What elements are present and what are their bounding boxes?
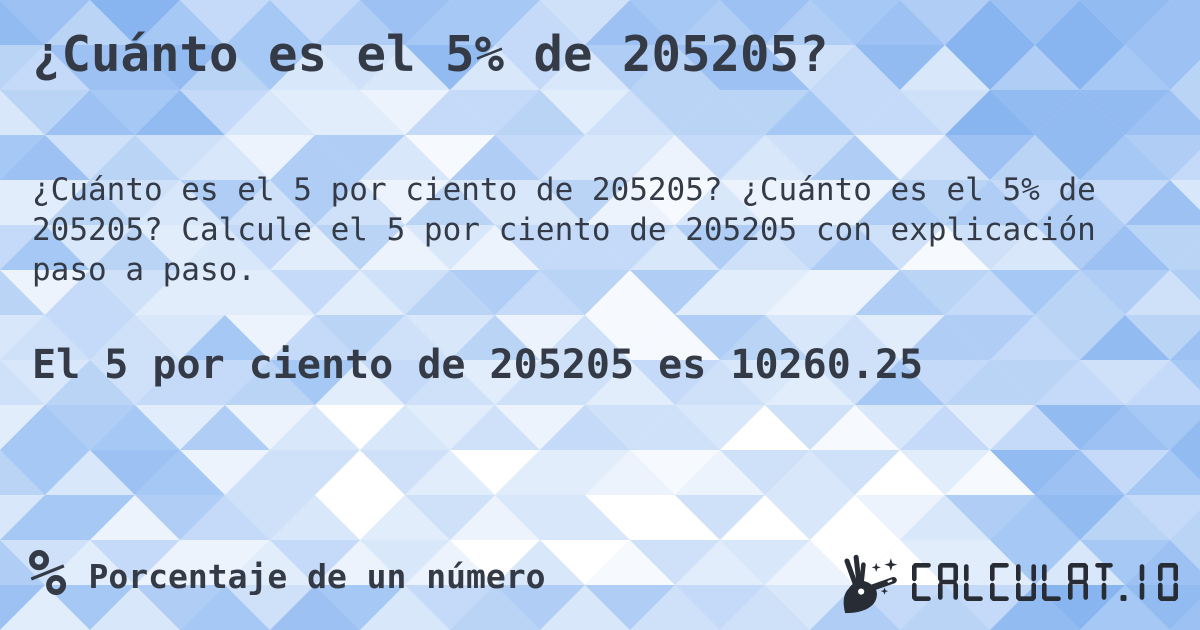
- percent-icon: %: [28, 537, 67, 611]
- result-text: El 5 por ciento de 205205 es 10260.25: [32, 342, 924, 388]
- category-badge: % Porcentaje de un número: [28, 540, 546, 612]
- page-title: ¿Cuánto es el 5% de 205205?: [32, 26, 829, 83]
- brand-wordmark-segments: [912, 563, 1178, 601]
- description-text: ¿Cuánto es el 5 por ciento de 205205? ¿C…: [32, 172, 1096, 288]
- magic-wand-hand-icon: [843, 554, 898, 614]
- brand-logo: [834, 550, 1178, 614]
- category-label: Porcentaje de un número: [88, 556, 546, 596]
